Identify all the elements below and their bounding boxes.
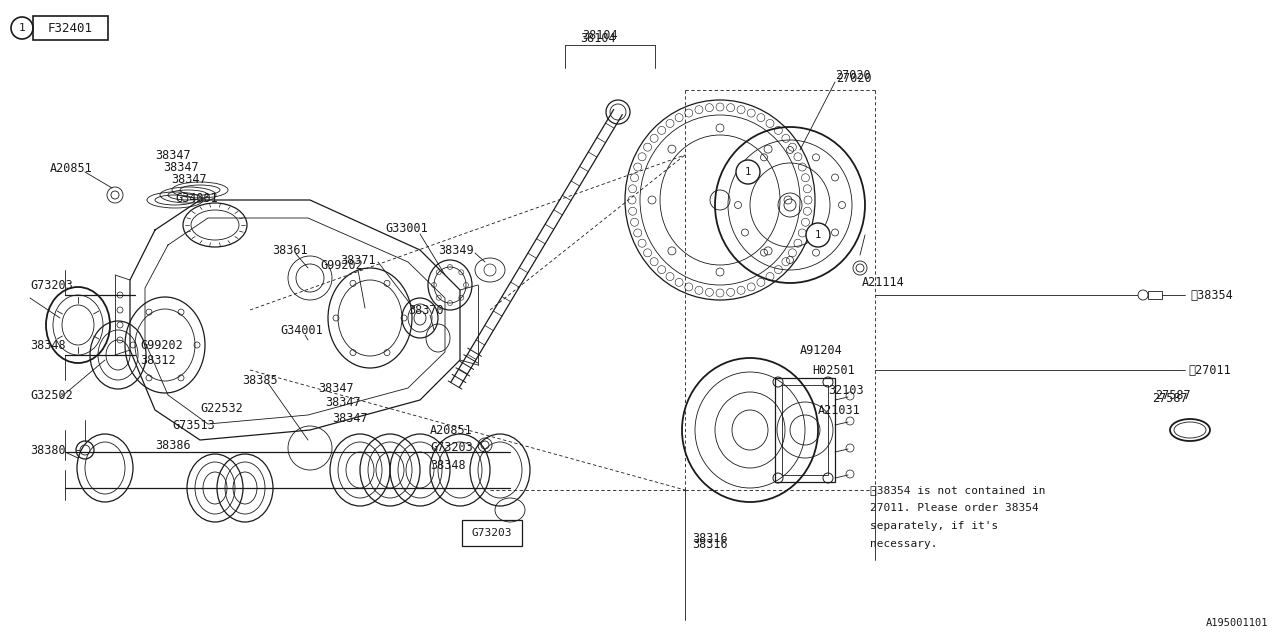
Bar: [33, 16, 108, 40]
Text: G34001: G34001: [175, 191, 218, 205]
Text: separately, if it's: separately, if it's: [870, 521, 998, 531]
Text: A20851: A20851: [50, 161, 92, 175]
Text: G73513: G73513: [172, 419, 215, 431]
Text: 27587: 27587: [1152, 392, 1188, 404]
Text: G32502: G32502: [29, 388, 73, 401]
Bar: [1148, 291, 1162, 299]
Text: 38347: 38347: [325, 396, 361, 408]
Text: ※38354: ※38354: [1190, 289, 1233, 301]
Text: 38312: 38312: [140, 353, 175, 367]
Text: ‸38354 is not contained in: ‸38354 is not contained in: [870, 485, 1046, 495]
Text: A91204: A91204: [800, 344, 842, 356]
Text: A21031: A21031: [818, 403, 860, 417]
Text: F32401: F32401: [47, 22, 92, 35]
Circle shape: [1138, 290, 1148, 300]
Text: 1: 1: [19, 23, 26, 33]
Text: G99202: G99202: [140, 339, 183, 351]
Text: A20851: A20851: [430, 424, 472, 436]
Text: 38347: 38347: [155, 148, 191, 161]
Text: 38316: 38316: [692, 538, 727, 552]
Text: 38386: 38386: [155, 438, 191, 451]
Bar: [462, 520, 522, 546]
Text: A21114: A21114: [861, 275, 905, 289]
Text: G22532: G22532: [200, 401, 243, 415]
Text: 27020: 27020: [835, 68, 870, 81]
Text: G33001: G33001: [385, 221, 428, 234]
Text: 38104: 38104: [582, 29, 618, 42]
Text: 38385: 38385: [242, 374, 278, 387]
Bar: [782, 385, 828, 475]
Text: 27011. Please order 38354: 27011. Please order 38354: [870, 503, 1039, 513]
Text: G73203: G73203: [29, 278, 73, 291]
Text: 38370: 38370: [408, 303, 444, 317]
Text: 1: 1: [815, 230, 822, 240]
Bar: [774, 378, 835, 482]
Text: 27587: 27587: [1155, 388, 1190, 401]
Text: 38361: 38361: [273, 243, 307, 257]
Text: ※27011: ※27011: [1188, 364, 1231, 376]
Text: G73203: G73203: [472, 528, 512, 538]
Text: 27020: 27020: [836, 72, 872, 84]
Text: 38347: 38347: [172, 173, 206, 186]
Text: 38348: 38348: [430, 458, 466, 472]
Text: 38316: 38316: [692, 531, 727, 545]
Text: 38347: 38347: [332, 412, 367, 424]
Text: 38349: 38349: [438, 243, 474, 257]
Text: 38104: 38104: [580, 31, 616, 45]
Text: 1: 1: [745, 167, 751, 177]
Text: 38347: 38347: [317, 381, 353, 394]
Text: G73203: G73203: [430, 440, 472, 454]
Text: necessary.: necessary.: [870, 539, 937, 549]
Text: 38371: 38371: [340, 253, 375, 266]
Text: G99202: G99202: [320, 259, 362, 271]
Text: G34001: G34001: [280, 323, 323, 337]
Text: 38347: 38347: [163, 161, 198, 173]
Circle shape: [12, 17, 33, 39]
Text: A195001101: A195001101: [1206, 618, 1268, 628]
Text: 32103: 32103: [828, 383, 864, 397]
Circle shape: [736, 160, 760, 184]
Circle shape: [806, 223, 829, 247]
Text: H02501: H02501: [812, 364, 855, 376]
Text: 38348: 38348: [29, 339, 65, 351]
Text: 38380: 38380: [29, 444, 65, 456]
